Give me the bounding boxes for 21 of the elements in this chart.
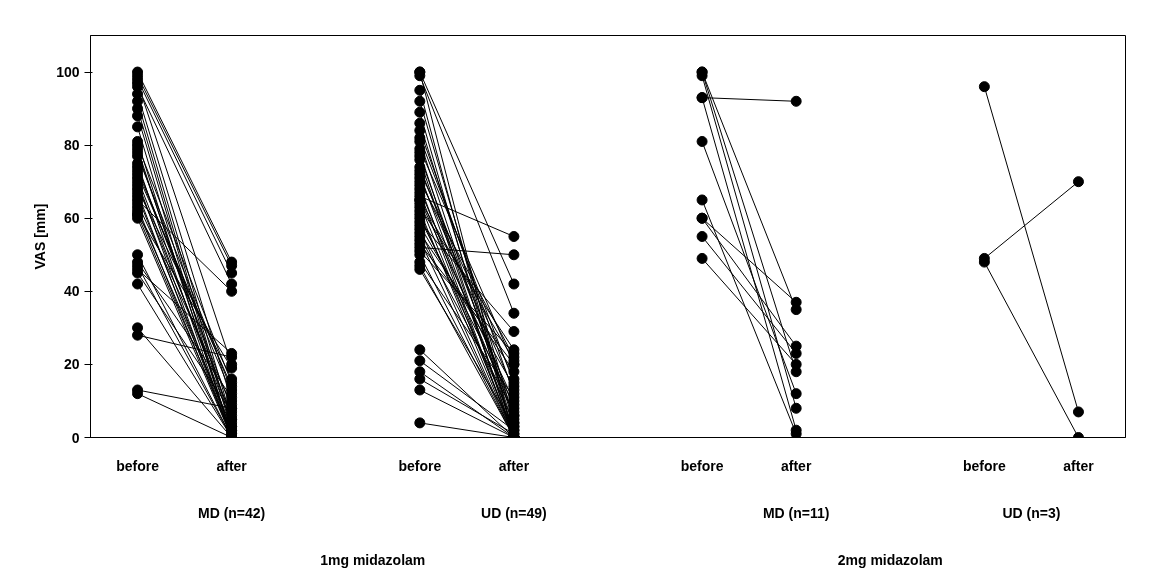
y-axis-title: VAS [mm] [32,203,49,270]
y-tick-label: 100 [56,64,80,81]
x-tick-label: after [498,457,530,474]
y-tick-label: 20 [63,356,80,373]
x-tick-label: before [398,457,442,474]
y-tick-label: 40 [63,283,80,300]
x-tick-label: after [781,457,812,474]
text: MD (n=11) [762,504,830,521]
text: UD (n=3) [1002,504,1061,521]
text: UD (n=49) [481,504,547,521]
y-tick-label: 0 [71,429,80,446]
x-tick-label: before [680,457,724,474]
text: MD (n=42) [197,504,266,521]
x-tick-label: after [216,457,248,474]
y-tick-label: 80 [63,137,80,154]
text: 1mg midazolam [320,551,426,568]
x-tick-label: before [962,457,1006,474]
y-tick-label: 60 [63,210,80,227]
x-tick-label: before [116,457,160,474]
text: 2mg midazolam [837,551,943,568]
x-tick-label: after [1063,457,1095,474]
